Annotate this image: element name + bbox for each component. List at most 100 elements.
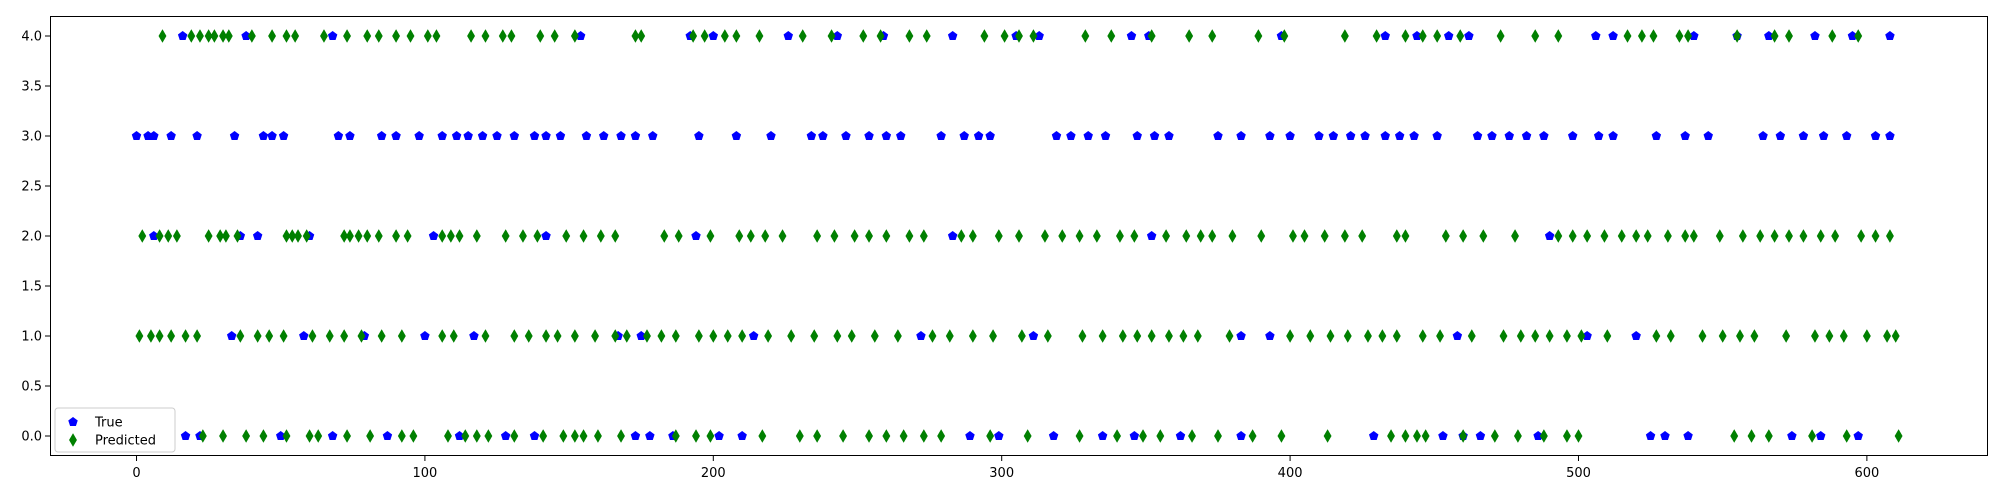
predicted-point [1092,229,1101,243]
predicted-point [1401,29,1410,43]
true-point [177,31,188,41]
predicted-point [265,329,274,343]
predicted-point [498,29,507,43]
predicted-point [343,429,351,443]
x-tick-label: 400 [1278,466,1303,481]
true-point [437,131,447,141]
x-tick-label: 200 [701,466,726,481]
true-point [192,131,202,141]
true-point [226,331,237,341]
legend-marker-predicted [69,433,77,447]
true-point [1164,131,1174,141]
predicted-point [761,229,770,243]
true-point [1097,431,1108,441]
predicted-point [859,29,868,43]
predicted-point [1516,329,1525,343]
predicted-point [1842,429,1851,443]
true-point [1521,131,1532,141]
true-point [327,31,338,41]
predicted-point [1808,429,1817,443]
predicted-point [193,329,202,343]
predicted-point [957,229,966,243]
predicted-point [570,329,579,343]
predicted-point [928,329,937,343]
true-point [541,131,551,141]
predicted-point [1738,229,1747,243]
predicted-point [1208,29,1217,43]
predicted-point [155,229,164,243]
predicted-point [899,429,908,443]
predicted-point [233,229,242,243]
predicted-point [1666,329,1675,343]
predicted-point [1811,329,1819,343]
predicted-point [406,29,415,43]
true-point [555,131,566,141]
predicted-point [746,229,755,243]
predicted-point [1828,29,1837,43]
predicted-point [204,29,213,43]
predicted-point [1401,429,1410,443]
predicted-point [735,229,744,243]
true-point [896,131,906,141]
predicted-point [219,29,227,43]
true-point [1487,131,1497,141]
true-point [509,131,520,141]
true-point [1175,431,1186,441]
predicted-point [224,29,233,43]
predicted-point [1456,29,1465,43]
predicted-point [905,229,914,243]
true-point [541,231,551,241]
predicted-point [242,429,251,443]
predicted-point [510,429,519,443]
true-point [1645,431,1656,441]
predicted-point [1600,229,1609,243]
predicted-point [593,429,602,443]
predicted-point [481,329,490,343]
true-point [327,431,338,441]
predicted-point [787,329,796,343]
predicted-point [1147,329,1156,343]
predicted-point [1041,229,1049,243]
predicted-point [700,29,709,43]
predicted-point [579,229,588,243]
true-point [229,131,240,141]
true-point [299,331,309,341]
true-point [598,131,609,141]
predicted-point [1358,229,1367,243]
predicted-point [1857,229,1866,243]
predicted-point [657,329,666,343]
true-point [1608,31,1618,41]
predicted-point [1343,329,1352,343]
true-point [783,31,794,41]
predicted-point [305,429,314,443]
y-tick-label: 2.5 [21,180,42,195]
true-point [1853,431,1863,441]
predicted-point [1675,29,1684,43]
predicted-point [539,429,548,443]
predicted-point [706,229,715,243]
predicted-point [882,229,891,243]
predicted-point [1248,429,1257,443]
predicted-point [622,329,631,343]
predicted-point [449,329,458,343]
true-point [1816,431,1826,441]
predicted-point [1816,229,1825,243]
predicted-point [905,29,914,43]
true-point [1870,131,1881,141]
predicted-point [994,229,1003,243]
legend-marker-true [68,417,78,427]
true-point [1608,131,1618,141]
true-point [947,231,958,241]
true-point [985,131,995,141]
predicted-point [1364,329,1372,343]
predicted-point [374,229,383,243]
predicted-point [1681,229,1690,243]
predicted-point [181,329,190,343]
predicted-point [1756,229,1765,243]
true-point [1475,431,1486,441]
predicted-point [320,29,328,43]
true-point [1651,131,1662,141]
predicted-point [1459,229,1468,243]
predicted-point [709,329,718,343]
true-point [1438,431,1448,441]
